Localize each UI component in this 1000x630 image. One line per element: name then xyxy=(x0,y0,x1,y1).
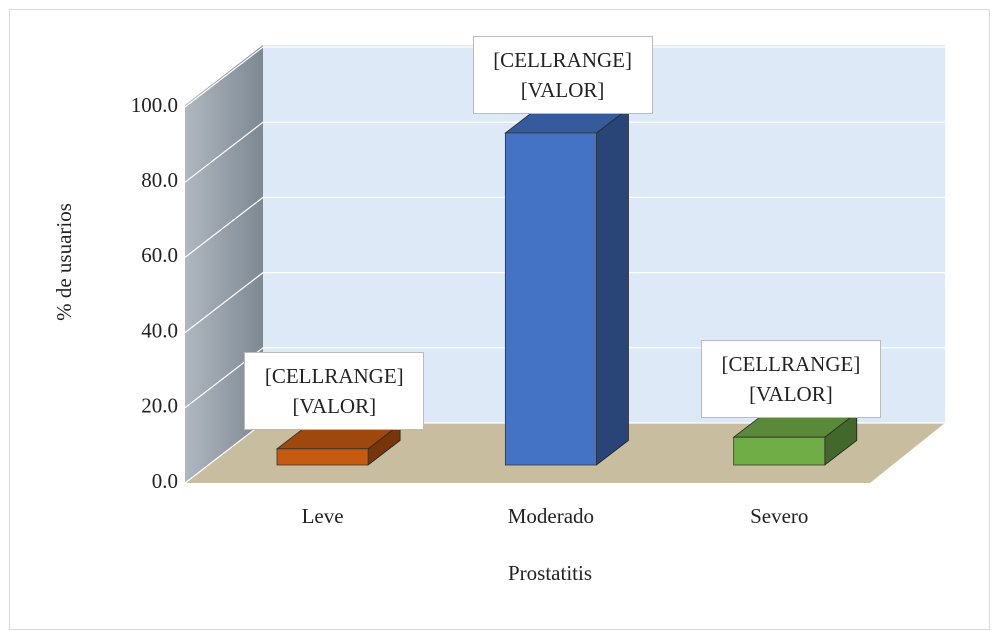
data-label: [CELLRANGE] [VALOR] xyxy=(244,351,425,430)
bar xyxy=(504,132,597,466)
y-tick-label: 40.0 xyxy=(141,318,178,342)
data-label: [CELLRANGE] [VALOR] xyxy=(700,340,881,419)
grid-line xyxy=(184,121,945,183)
grid-line xyxy=(184,46,945,108)
y-tick-label: 20.0 xyxy=(141,394,178,418)
y-tick-label: 100.0 xyxy=(131,93,178,117)
y-tick-label: 0.0 xyxy=(152,469,178,493)
data-label: [CELLRANGE] [VALOR] xyxy=(472,35,653,114)
y-tick-label: 80.0 xyxy=(141,168,178,192)
y-axis-title: % de usuarios xyxy=(52,203,76,321)
grid-line xyxy=(184,272,945,334)
bar xyxy=(733,436,826,466)
x-tick-label: Severo xyxy=(750,504,808,528)
x-axis-title: Prostatitis xyxy=(508,561,592,585)
grid-line xyxy=(184,196,945,258)
x-tick-label: Leve xyxy=(302,504,344,528)
bar xyxy=(276,448,369,466)
side-wall xyxy=(185,45,263,483)
x-tick-label: Moderado xyxy=(508,504,594,528)
bar-side xyxy=(596,107,629,466)
y-tick-label: 60.0 xyxy=(141,243,178,267)
